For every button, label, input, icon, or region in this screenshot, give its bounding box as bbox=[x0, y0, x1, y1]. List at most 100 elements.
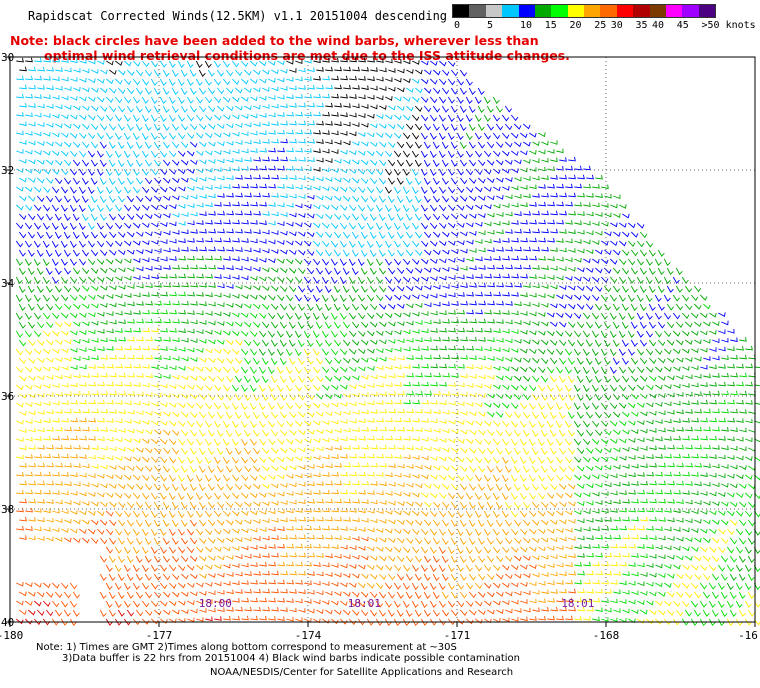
wind-barb bbox=[168, 564, 177, 572]
wind-barb bbox=[28, 84, 36, 90]
wind-barb bbox=[613, 447, 621, 453]
wind-barb bbox=[99, 105, 108, 112]
wind-barb bbox=[604, 589, 612, 594]
wind-barb bbox=[447, 528, 455, 536]
wind-barb bbox=[331, 600, 339, 606]
wind-barb bbox=[115, 381, 123, 387]
wind-barb bbox=[601, 598, 609, 603]
wind-barb bbox=[289, 499, 297, 505]
wind-barb bbox=[441, 519, 449, 527]
wind-barb bbox=[223, 132, 231, 138]
wind-barb bbox=[195, 438, 203, 446]
wind-barb bbox=[232, 598, 240, 603]
wind-barb bbox=[145, 283, 153, 288]
wind-barb bbox=[61, 435, 69, 441]
wind-barb bbox=[70, 96, 78, 101]
wind-barb bbox=[367, 527, 375, 533]
wind-barb bbox=[493, 255, 501, 261]
wind-barb bbox=[357, 294, 365, 302]
wind-barb bbox=[640, 553, 648, 559]
wind-barb bbox=[286, 94, 294, 100]
wind-barb bbox=[72, 195, 80, 203]
wind-barb bbox=[205, 274, 213, 279]
wind-barb bbox=[433, 249, 441, 256]
wind-barb bbox=[189, 105, 197, 113]
wind-barb bbox=[172, 319, 180, 324]
wind-barb bbox=[520, 274, 528, 279]
wind-barb bbox=[450, 195, 459, 203]
wind-barb bbox=[370, 444, 378, 450]
wind-barb bbox=[738, 573, 746, 581]
wind-barb bbox=[288, 375, 296, 383]
wind-barb bbox=[234, 447, 242, 455]
wind-barb bbox=[289, 589, 297, 594]
wind-barb bbox=[154, 231, 162, 236]
wind-barb bbox=[159, 582, 168, 590]
wind-barb bbox=[294, 294, 302, 302]
wind-barb bbox=[459, 465, 468, 472]
wind-barb bbox=[198, 393, 207, 400]
wind-barb bbox=[484, 600, 492, 607]
legend-swatch bbox=[534, 5, 552, 17]
wind-barb bbox=[172, 195, 180, 201]
wind-barb bbox=[126, 537, 134, 545]
wind-barb bbox=[433, 301, 441, 307]
wind-barb bbox=[351, 339, 360, 346]
wind-barb bbox=[45, 231, 53, 239]
wind-barb bbox=[162, 177, 171, 184]
wind-barb bbox=[331, 454, 339, 459]
wind-barb bbox=[378, 285, 387, 293]
wind-barb bbox=[394, 294, 402, 301]
wind-barb bbox=[718, 417, 726, 423]
wind-barb bbox=[109, 409, 117, 414]
wind-barb bbox=[658, 554, 666, 560]
wind-barb bbox=[700, 509, 708, 515]
wind-barb bbox=[213, 456, 221, 464]
wind-barb bbox=[378, 159, 387, 167]
wind-barb bbox=[564, 384, 572, 392]
wind-barb bbox=[298, 447, 306, 453]
wind-barb bbox=[672, 600, 681, 607]
wind-barb bbox=[747, 519, 756, 527]
wind-barb bbox=[450, 69, 459, 77]
wind-barb bbox=[636, 330, 644, 338]
wind-barb bbox=[96, 114, 105, 122]
wind-barb bbox=[703, 321, 711, 327]
wind-barb bbox=[334, 498, 342, 504]
wind-barb bbox=[133, 363, 141, 369]
wind-barb bbox=[420, 582, 428, 590]
wind-barb bbox=[628, 525, 636, 531]
wind-barb bbox=[459, 123, 467, 131]
wind-barb bbox=[700, 382, 708, 387]
wind-barb bbox=[52, 435, 60, 441]
wind-barb bbox=[547, 256, 555, 262]
wind-barb bbox=[199, 159, 207, 165]
wind-barb bbox=[529, 581, 537, 587]
wind-barb bbox=[45, 213, 53, 221]
wind-barb bbox=[178, 600, 186, 606]
wind-barb bbox=[522, 483, 530, 491]
wind-barb bbox=[153, 573, 162, 581]
wind-barb bbox=[478, 195, 486, 201]
wind-barb bbox=[207, 105, 216, 113]
wind-barb bbox=[196, 237, 204, 243]
wind-barb bbox=[568, 211, 576, 216]
wind-barb bbox=[388, 68, 396, 73]
wind-barb bbox=[189, 87, 197, 95]
wind-barb bbox=[541, 554, 549, 560]
wind-barb bbox=[442, 249, 450, 255]
wind-barb bbox=[51, 276, 59, 284]
wind-barb bbox=[438, 582, 446, 590]
wind-barb bbox=[63, 231, 71, 239]
wind-barb bbox=[88, 473, 96, 479]
wind-barb bbox=[564, 330, 573, 338]
wind-barb bbox=[25, 600, 33, 606]
wind-barb bbox=[429, 222, 438, 230]
wind-barb bbox=[340, 384, 348, 390]
wind-barb bbox=[154, 355, 162, 360]
wind-barb bbox=[123, 114, 131, 122]
wind-barb bbox=[55, 462, 63, 468]
wind-barb bbox=[367, 132, 375, 138]
wind-barb bbox=[709, 510, 717, 516]
wind-barb bbox=[106, 418, 114, 423]
